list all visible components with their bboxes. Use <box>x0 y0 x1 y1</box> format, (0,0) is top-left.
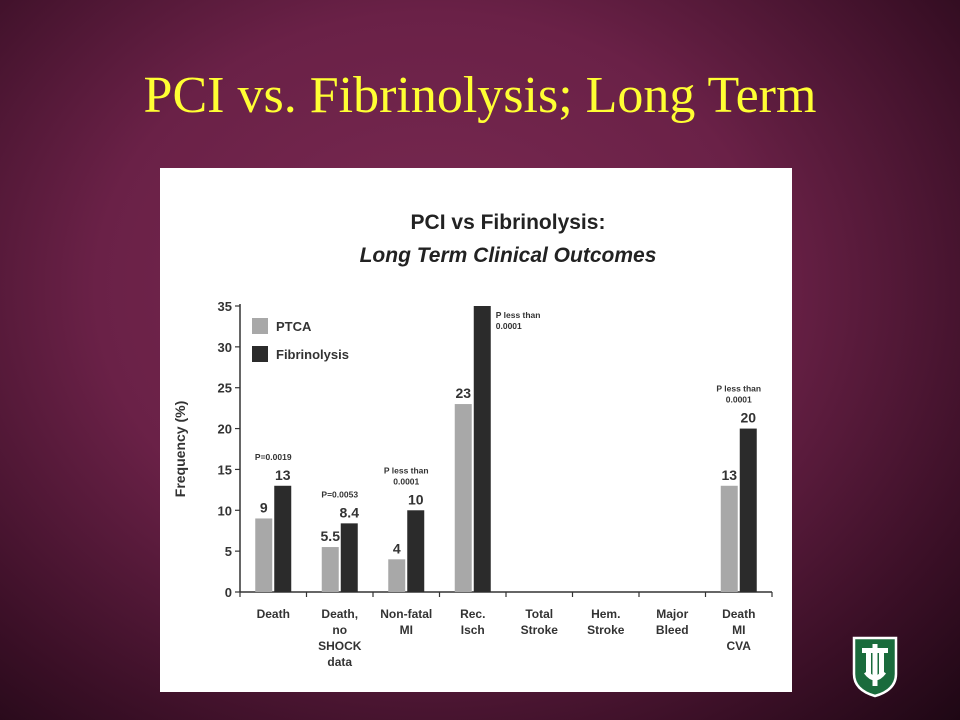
bar-fibrinolysis <box>473 306 491 592</box>
legend-swatch-ptca <box>252 318 268 334</box>
data-label: 13 <box>721 467 737 483</box>
chart-subtitle: Long Term Clinical Outcomes <box>360 244 657 267</box>
x-category-label: Death <box>257 607 290 621</box>
legend-swatch-fibrinolysis <box>252 346 268 362</box>
data-label: 23 <box>455 385 471 401</box>
bar-fibrinolysis <box>407 510 425 592</box>
x-category-label: Total <box>525 607 553 621</box>
bar-fibrinolysis <box>739 428 757 592</box>
data-label: 9 <box>260 499 268 515</box>
slide-title: PCI vs. Fibrinolysis; Long Term <box>143 67 817 124</box>
y-axis-label: Frequency (%) <box>172 401 188 497</box>
data-label: 4 <box>393 540 401 556</box>
p-value-annotation: P less than <box>496 310 541 320</box>
x-category-label: no <box>332 623 347 637</box>
data-label: 10 <box>408 491 424 507</box>
x-category-label: SHOCK <box>318 639 362 653</box>
x-category-label: Stroke <box>587 623 625 637</box>
data-label: 8.4 <box>340 504 360 520</box>
bar-ptca <box>720 485 738 592</box>
p-value-annotation: 0.0001 <box>726 395 752 405</box>
y-tick-label: 10 <box>218 503 232 518</box>
x-category-label: Death <box>722 607 755 621</box>
x-category-label: MI <box>400 623 413 637</box>
chart-title: PCI vs Fibrinolysis: <box>411 211 606 234</box>
x-category-label: Major <box>656 607 688 621</box>
university-shield-logo <box>852 636 898 698</box>
x-category-label: Stroke <box>521 623 559 637</box>
data-label: 5.5 <box>321 528 341 544</box>
p-value-annotation: P=0.0019 <box>255 452 292 462</box>
x-category-label: data <box>327 655 352 669</box>
p-value-annotation: 0.0001 <box>393 476 419 486</box>
bar-ptca <box>321 547 339 592</box>
bar-fibrinolysis <box>274 485 292 592</box>
x-category-label: Bleed <box>656 623 689 637</box>
legend-label: PTCA <box>276 319 312 334</box>
data-label: 20 <box>740 410 756 426</box>
x-category-label: Non-fatal <box>380 607 432 621</box>
x-category-label: Isch <box>461 623 485 637</box>
y-tick-label: 25 <box>218 381 232 396</box>
p-value-annotation: 0.0001 <box>496 321 522 331</box>
bar-ptca <box>454 404 472 592</box>
p-value-annotation: P=0.0053 <box>321 489 358 499</box>
x-category-label: Death, <box>321 607 358 621</box>
y-tick-label: 30 <box>218 340 232 355</box>
y-tick-label: 35 <box>218 299 232 314</box>
bar-ptca <box>255 518 273 592</box>
bar-chart: PCI vs Fibrinolysis: Long Term Clinical O… <box>172 211 773 669</box>
bar-fibrinolysis <box>340 523 358 592</box>
y-tick-label: 20 <box>218 422 232 437</box>
y-tick-label: 0 <box>225 585 232 600</box>
y-tick-label: 15 <box>218 462 232 477</box>
y-tick-label: 5 <box>225 544 232 559</box>
bar-ptca <box>388 559 406 592</box>
x-category-label: Rec. <box>460 607 485 621</box>
legend-label: Fibrinolysis <box>276 347 349 362</box>
p-value-annotation: P less than <box>384 465 429 475</box>
x-category-label: CVA <box>727 639 752 653</box>
data-label: 13 <box>275 467 291 483</box>
chart-panel: PCI vs Fibrinolysis: Long Term Clinical O… <box>160 168 792 692</box>
p-value-annotation: P less than <box>716 384 761 394</box>
x-category-label: MI <box>732 623 745 637</box>
x-category-label: Hem. <box>591 607 620 621</box>
